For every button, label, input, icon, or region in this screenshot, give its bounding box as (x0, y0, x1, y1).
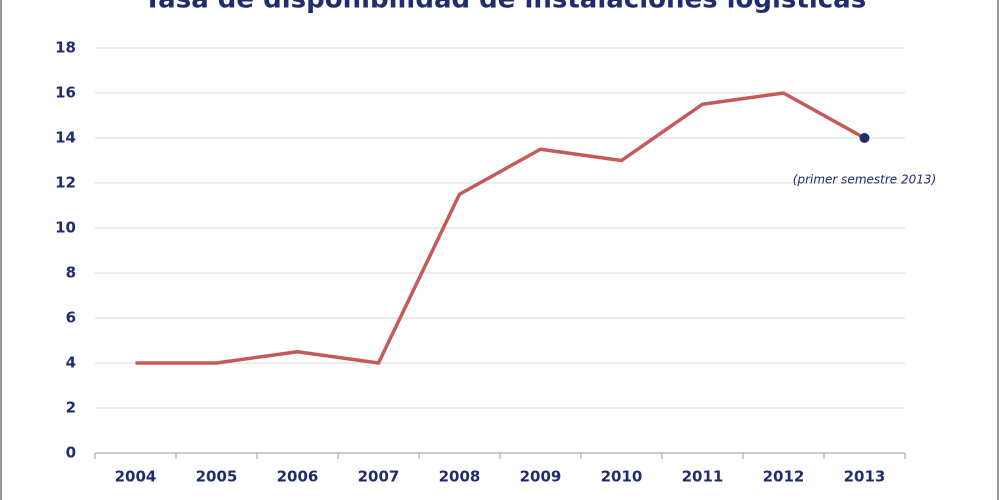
x-tick-label: 2008 (439, 468, 481, 486)
line (135, 91, 866, 365)
x-tick-label: 2013 (844, 468, 886, 486)
chart-title: Tasa de disponibilidad de instalaciones … (144, 0, 866, 15)
x-tick-label: 2004 (115, 468, 157, 486)
x-tick-label: 2011 (682, 468, 724, 486)
last-point (859, 133, 870, 143)
x-tick-label: 2010 (601, 468, 643, 486)
y-tick-label: 18 (55, 39, 76, 57)
y-tick-label: 2 (66, 399, 76, 417)
x-tick-label: 2012 (763, 468, 805, 486)
y-tick-label: 10 (55, 219, 76, 237)
y-tick-label: 16 (55, 84, 76, 102)
x-tick-label: 2009 (520, 468, 562, 486)
y-tick-label: 4 (66, 354, 76, 372)
y-tick-label: 14 (55, 129, 76, 147)
annotation: (primer semestre 2013) (793, 173, 936, 187)
x-tick-label: 2007 (358, 468, 400, 486)
y-tick-label: 0 (66, 444, 76, 462)
y-tick-label: 8 (66, 264, 76, 282)
y-tick-label: 6 (66, 309, 76, 327)
x-tick-label: 2005 (196, 468, 238, 486)
x-tick-label: 2006 (277, 468, 319, 486)
y-tick-label: 12 (55, 174, 76, 192)
